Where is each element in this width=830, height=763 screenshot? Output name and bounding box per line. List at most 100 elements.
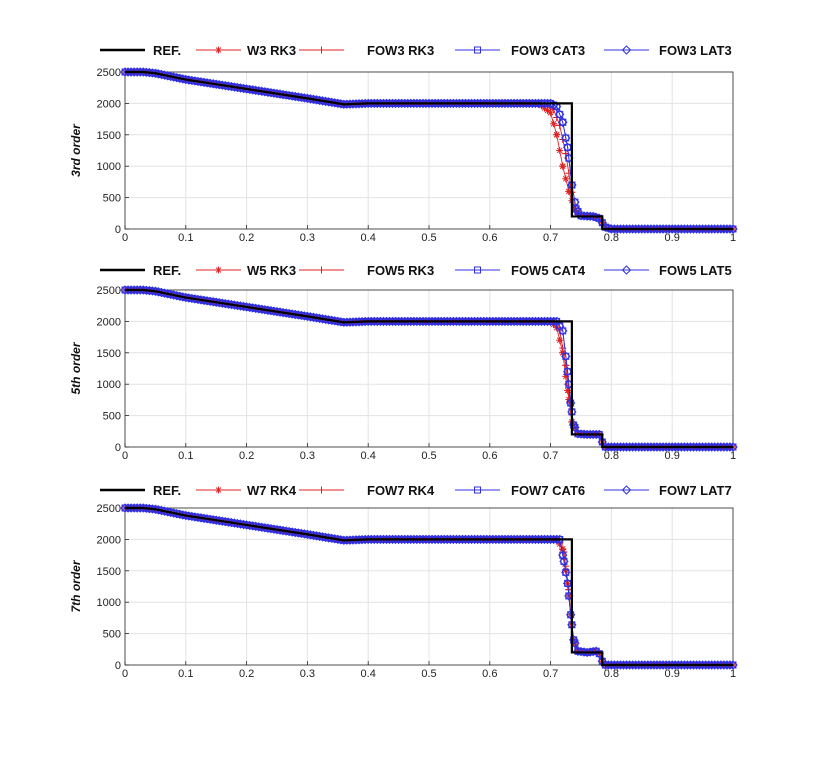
series-marker — [676, 442, 687, 452]
series-marker — [582, 211, 592, 221]
series-marker — [691, 442, 702, 452]
x-tick-label: 0.1 — [178, 450, 193, 462]
series-marker — [524, 316, 535, 327]
series-marker — [658, 224, 668, 234]
series-marker — [588, 429, 598, 440]
series-marker — [518, 98, 528, 109]
series-marker — [603, 223, 614, 233]
series-marker — [618, 660, 629, 670]
series-marker — [542, 98, 553, 109]
series-marker — [384, 534, 395, 545]
series-marker — [123, 67, 133, 77]
series-marker — [682, 660, 693, 670]
series-marker — [551, 101, 562, 112]
series-marker — [366, 98, 376, 109]
series-marker — [460, 534, 471, 545]
series-marker — [366, 534, 376, 545]
series-marker — [673, 660, 683, 670]
series-marker — [436, 534, 446, 545]
series-marker — [430, 316, 440, 327]
series-marker — [697, 224, 708, 234]
legend-label: W3 RK3 — [247, 43, 296, 58]
legend-label: REF. — [153, 483, 181, 498]
series-marker — [415, 534, 425, 545]
series-marker — [457, 534, 468, 545]
series-marker — [565, 398, 576, 408]
series-marker — [363, 316, 373, 327]
legend-label: FOW3 LAT3 — [659, 43, 732, 58]
series-marker — [640, 660, 650, 670]
series-marker — [719, 442, 729, 452]
series-marker — [713, 442, 723, 452]
series-marker — [661, 660, 671, 670]
series-marker — [512, 534, 522, 545]
legend-marker — [318, 46, 325, 54]
series-marker — [396, 534, 407, 545]
series-marker — [707, 660, 717, 670]
series-marker — [135, 67, 145, 77]
y-tick-label: 500 — [103, 193, 121, 205]
series-marker — [381, 98, 392, 109]
series-line — [125, 288, 733, 449]
series-marker — [550, 120, 558, 128]
series-marker — [539, 534, 550, 545]
series-marker — [132, 285, 142, 295]
series-marker — [649, 660, 659, 670]
series-marker — [640, 224, 650, 234]
series-marker — [527, 316, 538, 327]
series-marker — [588, 211, 598, 222]
series-marker — [479, 316, 489, 327]
series-marker — [503, 316, 513, 327]
series-1 — [125, 70, 733, 231]
series-marker — [544, 106, 552, 114]
series-marker — [403, 534, 413, 545]
series-marker — [491, 98, 501, 109]
x-tick-label: 0.1 — [178, 232, 193, 244]
series-marker — [579, 211, 589, 221]
series-marker — [412, 316, 422, 327]
series-marker — [579, 429, 589, 439]
series-marker — [562, 134, 570, 142]
series-marker — [664, 442, 674, 452]
series-marker — [506, 316, 516, 327]
series-line — [125, 506, 733, 667]
x-tick-label: 0 — [122, 668, 128, 680]
series-marker — [728, 224, 738, 234]
series-marker — [691, 224, 702, 234]
y-tick-label: 0 — [115, 224, 121, 236]
series-marker — [439, 534, 449, 545]
series-marker — [559, 118, 567, 126]
series-marker — [533, 316, 544, 327]
series-marker — [442, 534, 452, 545]
x-tick-label: 0.4 — [361, 668, 376, 680]
series-marker — [472, 316, 483, 327]
series-marker — [457, 316, 468, 327]
series-marker — [713, 224, 723, 234]
series-marker — [427, 316, 437, 327]
series-marker — [536, 316, 547, 327]
x-tick-label: 0.5 — [421, 668, 436, 680]
series-marker — [479, 534, 489, 545]
series-marker — [646, 224, 656, 234]
series-marker — [719, 660, 729, 670]
series-marker — [126, 503, 136, 513]
series-marker — [562, 372, 570, 380]
series-marker — [585, 429, 595, 440]
series-marker — [542, 316, 553, 327]
series-marker — [631, 224, 641, 234]
series-marker — [576, 429, 586, 439]
series-marker — [521, 316, 531, 327]
series-marker — [700, 224, 711, 234]
series-marker — [409, 316, 419, 327]
legend-item-1: REF. — [100, 43, 181, 58]
series-marker — [556, 147, 564, 154]
series-marker — [634, 224, 644, 234]
y-tick-label: 0 — [115, 442, 121, 454]
legend-item-4: FOW7 CAT6 — [455, 483, 585, 498]
series-marker — [565, 187, 573, 195]
series-marker — [399, 534, 410, 545]
x-tick-label: 0.9 — [665, 232, 680, 244]
series-marker — [615, 660, 626, 670]
legend-label: FOW5 RK3 — [367, 263, 434, 278]
series-marker — [652, 442, 662, 452]
